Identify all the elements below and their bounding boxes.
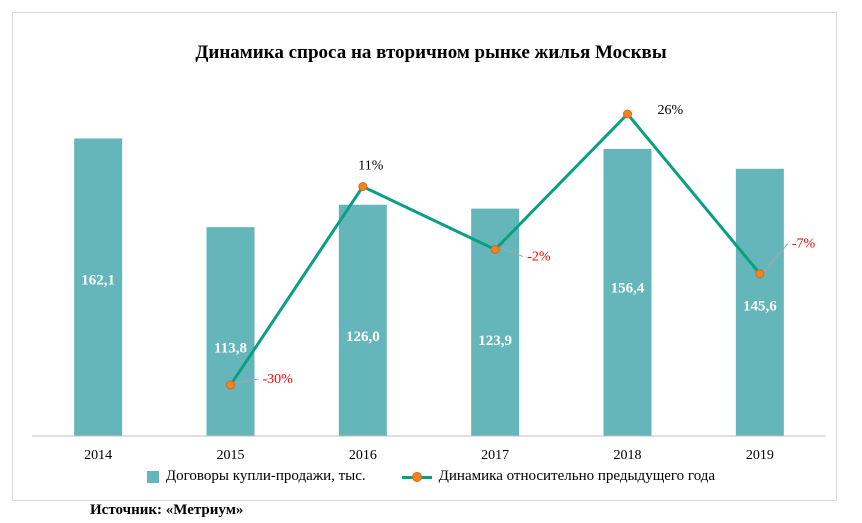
x-tick-2019: 2019 [746, 448, 774, 463]
line-label-2016: 11% [358, 159, 383, 174]
bar-label-2018: 156,4 [611, 280, 645, 296]
x-tick-2018: 2018 [614, 448, 642, 463]
line-label-2019: -7% [792, 237, 816, 252]
leader-2019 [763, 243, 789, 273]
line-label-2017: -2% [527, 250, 551, 265]
bar-data-labels: 162,1 113,8 126,0 123,9 156,4 145,6 [81, 272, 777, 356]
x-tick-2015: 2015 [217, 448, 245, 463]
line-label-2015: -30% [263, 372, 294, 387]
bar-label-2015: 113,8 [214, 340, 247, 356]
bar-2016 [338, 204, 387, 436]
marker-2016 [358, 182, 368, 192]
marker-2019 [755, 269, 765, 279]
line-label-2018: 26% [658, 103, 684, 118]
leader-2017 [498, 247, 524, 257]
bar-2014 [74, 138, 123, 436]
marker-2018 [623, 109, 632, 119]
bar-label-2016: 126,0 [346, 329, 380, 345]
source-note: Источник: «Метриум» [90, 502, 244, 518]
legend-bar-swatch [146, 470, 159, 483]
legend-label-contracts: Договоры купли-продажи, тыс. [165, 468, 366, 484]
chart-title: Динамика спроса на вторичном рынке жилья… [195, 42, 667, 63]
x-tick-labels: 2014 2015 2016 2017 2018 2019 [84, 448, 774, 463]
legend-item-dynamics: Динамика относительно предыдущего года [401, 468, 716, 485]
bar-2018 [603, 148, 652, 436]
chart-frame [12, 12, 837, 501]
line-series: -30% 11% -2% 26% -7% [226, 103, 816, 390]
bar-label-2014: 162,1 [81, 272, 115, 288]
legend-line-swatch [401, 471, 432, 483]
bar-label-2017: 123,9 [478, 333, 512, 349]
bar-label-2019: 145,6 [743, 298, 777, 314]
bar-2019 [735, 168, 784, 436]
x-tick-2016: 2016 [349, 448, 377, 463]
bar-2015 [206, 227, 255, 436]
x-tick-2017: 2017 [481, 448, 509, 463]
marker-2015 [226, 380, 235, 390]
marker-2017 [490, 245, 500, 254]
legend-item-contracts: Договоры купли-продажи, тыс. [146, 468, 366, 485]
legend: Договоры купли-продажи, тыс. Динамика от… [0, 468, 862, 485]
leader-2015 [234, 378, 259, 384]
x-tick-2014: 2014 [84, 448, 112, 463]
legend-label-dynamics: Динамика относительно предыдущего года [438, 468, 716, 484]
bar-series [74, 138, 784, 436]
